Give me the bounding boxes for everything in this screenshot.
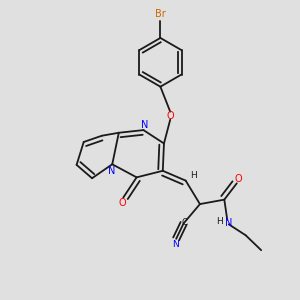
Text: H: H (190, 171, 197, 180)
Text: Br: Br (155, 9, 166, 19)
Text: O: O (118, 199, 126, 208)
Text: N: N (225, 218, 232, 228)
Text: O: O (235, 173, 242, 184)
Text: O: O (167, 111, 174, 121)
Text: C: C (182, 218, 188, 227)
Text: N: N (172, 240, 179, 249)
Text: N: N (141, 120, 148, 130)
Text: N: N (108, 166, 115, 176)
Text: H: H (217, 217, 223, 226)
